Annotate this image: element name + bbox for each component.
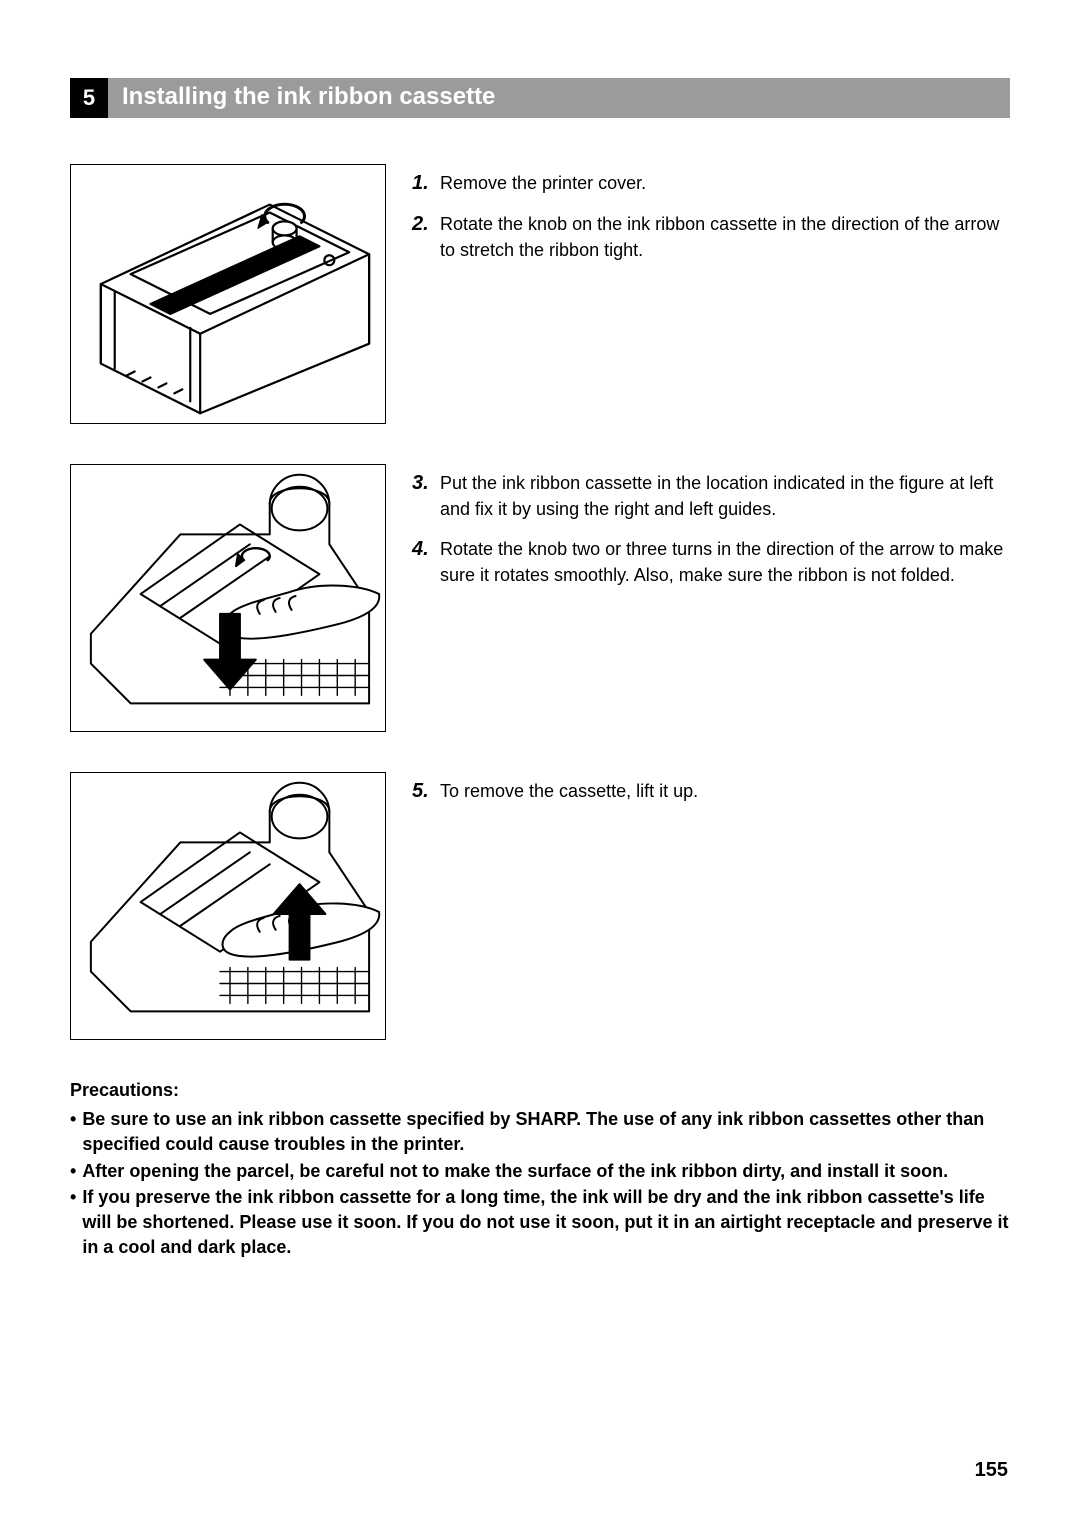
instruction-row-1: 1. Remove the printer cover. 2. Rotate t…: [70, 164, 1010, 424]
step-item: 4. Rotate the knob two or three turns in…: [412, 536, 1010, 588]
precaution-text: If you preserve the ink ribbon cassette …: [82, 1185, 1010, 1259]
step-text: To remove the cassette, lift it up.: [440, 778, 698, 805]
step-number: 1.: [412, 170, 434, 197]
heading-number: 5: [70, 78, 108, 118]
precaution-item: • After opening the parcel, be careful n…: [70, 1159, 1010, 1184]
step-number: 5.: [412, 778, 434, 805]
step-item: 5. To remove the cassette, lift it up.: [412, 778, 1010, 805]
precaution-text: Be sure to use an ink ribbon cassette sp…: [82, 1107, 1010, 1157]
instruction-row-3: 5. To remove the cassette, lift it up.: [70, 772, 1010, 1040]
bullet-icon: •: [70, 1107, 76, 1157]
instruction-row-2: 3. Put the ink ribbon cassette in the lo…: [70, 464, 1010, 732]
step-item: 2. Rotate the knob on the ink ribbon cas…: [412, 211, 1010, 263]
steps-group-3: 5. To remove the cassette, lift it up.: [386, 772, 1010, 819]
step-number: 3.: [412, 470, 434, 522]
step-text: Remove the printer cover.: [440, 170, 646, 197]
precautions-title: Precautions:: [70, 1080, 1010, 1101]
bullet-icon: •: [70, 1185, 76, 1259]
step-item: 1. Remove the printer cover.: [412, 170, 1010, 197]
step-text: Rotate the knob two or three turns in th…: [440, 536, 1010, 588]
figure-cassette-isometric: [70, 164, 386, 424]
precaution-text: After opening the parcel, be careful not…: [82, 1159, 1010, 1184]
step-text: Rotate the knob on the ink ribbon casset…: [440, 211, 1010, 263]
precautions-block: Precautions: • Be sure to use an ink rib…: [70, 1080, 1010, 1260]
figure-install-cassette: [70, 464, 386, 732]
section-heading: 5 Installing the ink ribbon cassette: [70, 78, 1010, 118]
heading-title: Installing the ink ribbon cassette: [108, 78, 1010, 118]
steps-group-2: 3. Put the ink ribbon cassette in the lo…: [386, 464, 1010, 602]
page-number: 155: [975, 1459, 1008, 1482]
precaution-item: • If you preserve the ink ribbon cassett…: [70, 1185, 1010, 1259]
step-number: 2.: [412, 211, 434, 263]
step-number: 4.: [412, 536, 434, 588]
figure-remove-cassette: [70, 772, 386, 1040]
steps-group-1: 1. Remove the printer cover. 2. Rotate t…: [386, 164, 1010, 277]
precaution-item: • Be sure to use an ink ribbon cassette …: [70, 1107, 1010, 1157]
step-item: 3. Put the ink ribbon cassette in the lo…: [412, 470, 1010, 522]
step-text: Put the ink ribbon cassette in the locat…: [440, 470, 1010, 522]
bullet-icon: •: [70, 1159, 76, 1184]
